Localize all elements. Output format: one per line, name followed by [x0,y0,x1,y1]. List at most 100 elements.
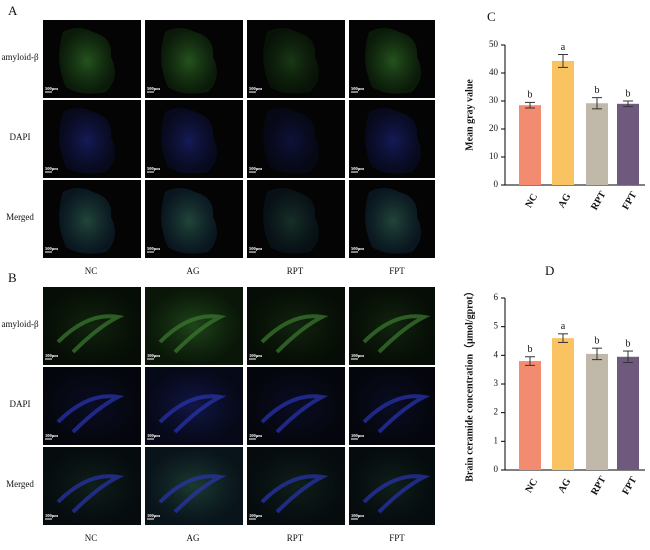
row-label: Merged [6,212,34,222]
error-bar [558,54,568,68]
row-label: DAPI [9,399,30,409]
bar [586,103,608,185]
x-tick-label: NC [523,192,540,210]
scale-bar-label: 100μm [147,353,160,358]
column-label: NC [85,266,98,276]
significance-letter: b [626,338,631,349]
scale-bar-label: 100μm [249,513,262,518]
column-label: AG [187,533,200,543]
tissue [365,108,421,174]
significance-letter: b [595,335,600,346]
hippocampus [158,474,227,514]
row-label: amyloid-β [1,319,38,329]
column-label: RPT [287,266,304,276]
scale-bar-label: 500μm [249,246,262,251]
tissue [43,447,141,525]
significance-letter: b [528,344,533,355]
scale-bar-label: 100μm [249,353,262,358]
column-label: FPT [389,533,405,543]
y-tick-label: 6 [494,292,499,302]
tissue [263,28,319,94]
column-label: AG [187,266,200,276]
y-tick-label: 4 [494,349,499,359]
tissue [247,287,345,365]
significance-letter: a [561,321,566,332]
scale-bar-label: 100μm [147,433,160,438]
panel-label: C [487,9,496,24]
tissue [145,367,243,445]
hippocampus [362,474,431,514]
x-tick-label: NC [523,477,540,495]
scale-bar-label: 500μm [351,86,364,91]
y-tick-label: 50 [489,39,499,49]
scale-bar-label: 100μm [351,513,364,518]
bar [519,105,541,185]
error-bar [525,101,535,109]
bar [617,356,639,470]
hippocampus [158,314,227,354]
y-tick-label: 5 [494,321,499,331]
bar [519,361,541,470]
hippocampus [260,314,329,354]
y-axis-label: Brain ceramide concentration（μmol/gprot） [462,286,475,481]
panel-label: A [8,3,18,18]
tissue [349,367,435,445]
scale-bar-label: 100μm [249,433,262,438]
x-tick-label: AG [556,191,573,210]
hippocampus [56,394,125,434]
y-axis-label: Mean gray value [464,79,475,151]
scale-bar-label: 100μm [45,513,58,518]
y-tick-label: 3 [494,378,499,388]
error-bar [558,333,568,343]
hippocampus [362,394,431,434]
scale-bar-label: 100μm [45,433,58,438]
significance-letter: b [595,85,600,96]
scale-bar-label: 100μm [147,513,160,518]
tissue [247,367,345,445]
panel-label: D [545,263,554,278]
x-tick-label: AG [556,476,573,495]
scale-bar-label: 500μm [45,86,58,91]
x-tick-label: FPT [620,475,639,497]
tissue [59,188,115,254]
bar [586,353,608,470]
tissue [59,108,115,174]
error-bar [592,347,602,361]
scale-bar-label: 500μm [45,246,58,251]
row-label: DAPI [9,132,30,142]
tissue [247,447,345,525]
hippocampus [158,394,227,434]
significance-letter: a [561,42,566,53]
tissue [161,188,217,254]
tissue [365,188,421,254]
tissue [145,447,243,525]
panel-label: B [8,270,17,285]
y-tick-label: 20 [489,123,499,133]
bar [617,103,639,185]
tissue [59,28,115,94]
hippocampus [260,474,329,514]
column-label: RPT [287,533,304,543]
scale-bar-label: 500μm [147,166,160,171]
tissue [43,367,141,445]
column-label: NC [85,533,98,543]
scale-bar-label: 500μm [249,86,262,91]
row-label: amyloid-β [1,52,38,62]
error-bar [623,350,633,363]
significance-letter: b [528,90,533,101]
scale-bar-label: 500μm [147,86,160,91]
hippocampus [56,474,125,514]
y-tick-label: 30 [489,95,499,105]
y-tick-label: 0 [494,464,499,474]
bar [552,338,574,470]
scale-bar-label: 100μm [351,353,364,358]
y-tick-label: 1 [494,435,499,445]
hippocampus [362,314,431,354]
tissue [349,447,435,525]
y-tick-label: 10 [489,151,499,161]
scale-bar-label: 500μm [249,166,262,171]
y-tick-label: 0 [494,179,499,189]
tissue [145,287,243,365]
